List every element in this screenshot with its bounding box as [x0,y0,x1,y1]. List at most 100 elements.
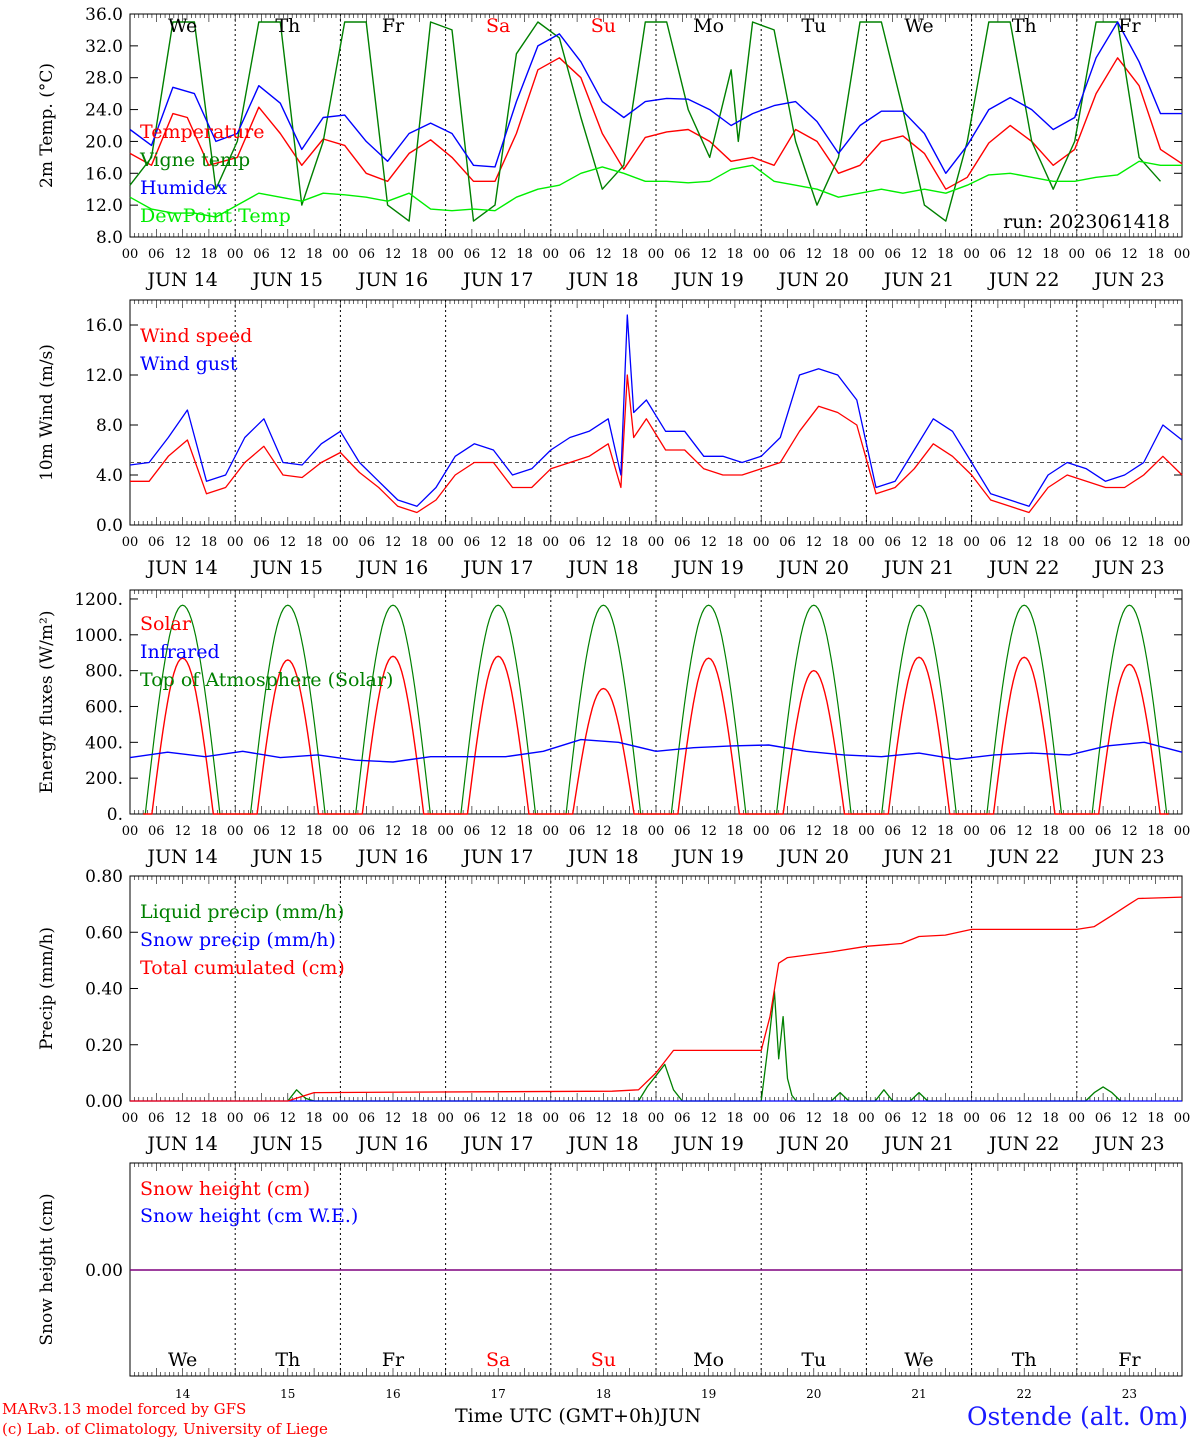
hour-tick-label: 06 [464,535,481,550]
date-label: JUN 20 [777,1133,849,1155]
hour-tick-label: 18 [1147,1111,1164,1126]
date-label: JUN 23 [1092,846,1164,868]
hour-tick-label: 12 [385,1111,402,1126]
date-label: JUN 23 [1092,1133,1164,1155]
hour-tick-label: 12 [700,824,717,839]
date-label: JUN 14 [145,1133,217,1155]
hour-tick-label: 12 [911,247,928,262]
hour-tick-label: 12 [806,247,823,262]
hour-tick-label: 06 [569,824,586,839]
date-label: JUN 21 [882,1133,954,1155]
hour-tick-label: 12 [490,824,507,839]
hour-tick-label: 12 [490,535,507,550]
hour-tick-label: 12 [1121,535,1138,550]
date-label: JUN 21 [882,846,954,868]
y-tick-label: 200. [85,769,123,789]
hour-tick-label: 18 [306,247,323,262]
hour-tick-label: 00 [1174,1111,1191,1126]
hour-tick-label: 12 [806,824,823,839]
date-label: JUN 15 [251,557,323,579]
hour-tick-label: 18 [411,1111,428,1126]
hour-tick-label: 06 [884,247,901,262]
hour-tick-label: 06 [358,1111,375,1126]
hour-tick-label: 18 [832,824,849,839]
date-label: JUN 17 [461,269,533,291]
y-tick-label: 28.0 [85,69,123,89]
series-dewpoint [129,160,1182,218]
hour-tick-label: 18 [937,247,954,262]
hour-tick-label: 12 [595,1111,612,1126]
hour-tick-label: 00 [858,824,875,839]
hour-tick-label: 18 [306,1111,323,1126]
hour-tick-label: 00 [1069,247,1086,262]
hour-tick-label: 00 [543,824,560,839]
precip-panel: 00 06 12 18 00 06 12 18 00 06 12 18 00 06 12 18 00 06 12 18… [37,867,1190,1155]
hour-tick-label: 12 [806,535,823,550]
legend-infrared: Infrared [140,641,220,663]
weekday-label: We [904,1349,933,1371]
hour-tick-label: 06 [779,247,796,262]
date-label: JUN 17 [461,1133,533,1155]
y-tick-label: 4.0 [96,466,123,486]
y-tick-label: 0.20 [85,1036,123,1056]
y-tick-label: 800. [85,662,123,682]
hour-tick-label: 12 [700,247,717,262]
weekday-label: Tu [801,15,826,37]
hour-tick-label: 06 [358,535,375,550]
weekday-label: Fr [1118,1349,1141,1371]
date-label: JUN 14 [145,846,217,868]
hour-tick-label: 00 [963,824,980,839]
day-number: 17 [491,1387,506,1401]
y-tick-label: 0.60 [85,923,123,943]
hour-tick-label: 06 [674,1111,691,1126]
hour-tick-label: 12 [1121,247,1138,262]
hour-tick-label: 12 [385,535,402,550]
hour-tick-label: 06 [358,247,375,262]
hour-tick-label: 18 [1147,824,1164,839]
series-wind-speed [130,374,1183,514]
hour-tick-label: 00 [227,1111,244,1126]
hour-tick-label: 12 [385,824,402,839]
hour-tick-label: 12 [911,1111,928,1126]
weekday-label: We [168,1349,197,1371]
y-axis-label: 2m Temp. (°C) [37,63,57,188]
date-label: JUN 19 [671,1133,743,1155]
hour-tick-label: 06 [569,535,586,550]
series-temperature [129,57,1183,190]
y-tick-label: 1000. [74,626,123,646]
weekday-label: Tu [801,1349,826,1371]
hour-tick-label: 00 [648,1111,665,1126]
hour-tick-label: 06 [148,247,165,262]
legend-snow-cm: Snow height (cm) [140,1178,310,1200]
hour-tick-label: 00 [858,247,875,262]
date-label: JUN 23 [1092,557,1164,579]
hour-tick-label: 18 [832,535,849,550]
weekday-label: Th [1012,1349,1037,1371]
date-label: JUN 14 [145,557,217,579]
date-label: JUN 18 [566,557,638,579]
date-label: JUN 22 [987,846,1059,868]
hour-tick-label: 06 [569,247,586,262]
hour-tick-label: 18 [516,535,533,550]
hour-tick-label: 00 [227,535,244,550]
hour-tick-label: 18 [516,1111,533,1126]
date-label: JUN 18 [566,846,638,868]
hour-tick-label: 06 [990,1111,1007,1126]
date-label: JUN 19 [671,557,743,579]
hour-tick-label: 12 [280,824,297,839]
hour-tick-label: 18 [411,824,428,839]
hour-tick-label: 18 [201,824,218,839]
day-number: 21 [911,1387,926,1401]
date-label: JUN 20 [777,557,849,579]
hour-tick-label: 00 [332,824,349,839]
date-label: JUN 14 [145,269,217,291]
date-label: JUN 16 [356,846,428,868]
legend-dewpoint: DewPoint Temp [140,205,291,227]
hour-tick-label: 06 [1095,1111,1112,1126]
weekday-label: Th [275,1349,300,1371]
hour-tick-label: 18 [1042,247,1059,262]
legend-wind-gust: Wind gust [140,353,238,375]
hour-tick-label: 00 [122,535,139,550]
y-tick-label: 20.0 [85,132,123,152]
